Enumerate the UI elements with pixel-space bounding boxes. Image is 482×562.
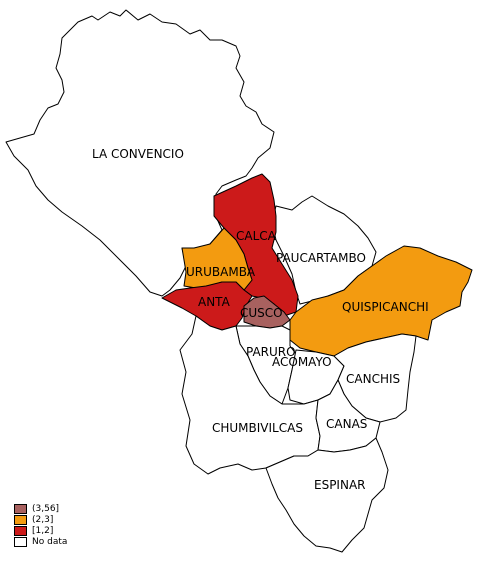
label-canchis: CANCHIS: [346, 372, 400, 386]
label-chumbivilcas: CHUMBIVILCAS: [212, 421, 303, 435]
label-canas: CANAS: [326, 417, 367, 431]
legend-item: (2,3]: [14, 514, 67, 525]
label-urubamba: URUBAMBA: [186, 265, 256, 279]
legend-swatch: [14, 503, 27, 514]
map-legend: (3,56] (2,3] [1,2] No data: [14, 503, 67, 547]
legend-label: (2,3]: [32, 514, 54, 525]
label-espinar: ESPINAR: [314, 478, 366, 492]
label-paruro: PARURO: [246, 345, 296, 359]
legend-label: [1,2]: [32, 525, 54, 536]
label-paucartambo: PAUCARTAMBO: [276, 251, 366, 265]
label-cusco: CUSCO: [240, 306, 283, 320]
province-espinar[interactable]: [265, 437, 389, 553]
label-acomayo: ACOMAYO: [272, 355, 332, 369]
legend-swatch: [14, 536, 27, 547]
province-la-convencion[interactable]: [5, 9, 275, 297]
legend-item: (3,56]: [14, 503, 67, 514]
legend-label: No data: [32, 536, 68, 547]
label-la-convencion: LA CONVENCIO: [92, 147, 184, 161]
legend-item: [1,2]: [14, 525, 67, 536]
province-urubamba[interactable]: [181, 227, 253, 291]
label-anta: ANTA: [198, 295, 231, 309]
label-quispicanchi: QUISPICANCHI: [342, 300, 429, 314]
legend-label: (3,56]: [32, 503, 60, 514]
legend-swatch: [14, 525, 27, 536]
legend-swatch: [14, 514, 27, 525]
label-calca: CALCA: [236, 229, 277, 243]
legend-item: No data: [14, 536, 67, 547]
